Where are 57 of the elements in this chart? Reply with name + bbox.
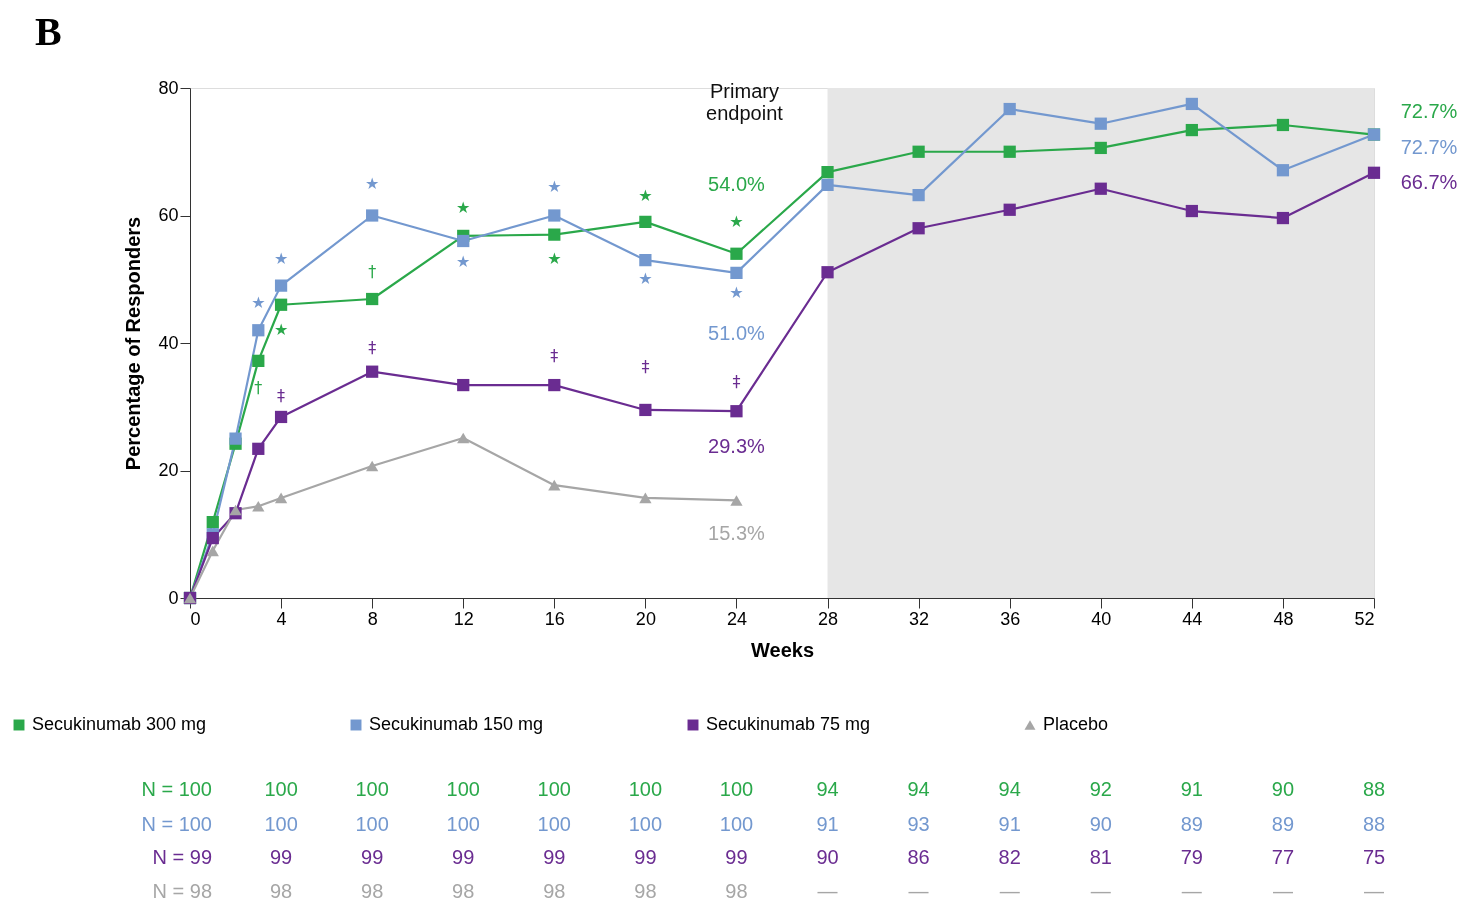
x-tick-label: 24 [726,608,747,629]
data-label: 51.0% [708,321,766,344]
x-tick-label: 32 [909,608,930,629]
annotation: ★ [729,211,744,231]
annotation: ★ [729,282,744,302]
x-tick-label: 40 [1091,608,1112,629]
x-tick-label: 16 [544,608,565,629]
x-tick-label: 52 [1354,608,1375,629]
annotation: ‡ [277,385,286,405]
data-label: 72.7% [1400,135,1458,158]
annotation: ★ [456,197,471,217]
y-tick-label: 60 [158,205,179,225]
legend-label: Secukinumab 75 mg [706,714,871,734]
annotation: ★ [273,319,289,339]
data-label: 54.0% [708,172,766,195]
data-label: 66.7% [1400,170,1458,193]
annotation: ‡ [641,356,650,376]
x-tick-label: 4 [276,608,287,629]
y-tick-label: 20 [158,460,179,480]
x-tick-label: 44 [1182,608,1203,629]
legend-label: Secukinumab 150 mg [369,714,544,734]
annotation: ★ [364,173,380,193]
text: N = 99 99 99 99 99 99 99 90 86 82 81 79 77 75 [152,846,1386,868]
annotation: † [368,262,377,282]
x-tick-label: 28 [818,608,839,629]
text: N = 98 98 98 98 98 98 98 — — — — — — — [152,880,1384,902]
x-tick-label: 8 [367,608,378,629]
annotation: ‡ [732,372,741,392]
chart-title: B [35,9,62,54]
annotation: Primary endpoint [706,80,784,124]
annotation: ★ [638,269,653,289]
legend-label: Placebo [1043,714,1109,734]
data-label: 15.3% [708,522,766,545]
x-tick-label: 48 [1273,608,1294,629]
legend-label: Secukinumab 300 mg [32,714,207,734]
data-label: 72.7% [1400,99,1458,122]
x-tick-label: 36 [1000,608,1021,629]
annotation: † [254,377,263,397]
x-tick-label: 20 [635,608,656,629]
x-tick-label: 0 [190,608,201,629]
annotation: ★ [547,176,562,196]
text: N = 100 100 100 100 100 100 100 91 93 91 90 89 89 88 [141,813,1386,835]
text: N = 100 100 100 100 100 100 100 94 94 94 92 91 90 88 [141,778,1386,800]
annotation: ★ [547,248,562,268]
y-tick-label: 0 [168,587,179,608]
annotation: ‡ [550,346,559,366]
annotation: ★ [273,248,289,268]
annotation: ★ [251,293,266,313]
data-label: 29.3% [708,435,766,458]
y-tick-label: 40 [158,332,179,353]
x-tick-label: 12 [453,608,474,629]
annotation: ★ [638,185,653,205]
y-axis-title: Percentage of Responders [122,216,145,471]
annotation: ‡ [368,337,377,357]
y-tick-label: 80 [158,77,179,98]
x-axis-title: Weeks [750,638,815,661]
annotation: ★ [456,252,471,271]
